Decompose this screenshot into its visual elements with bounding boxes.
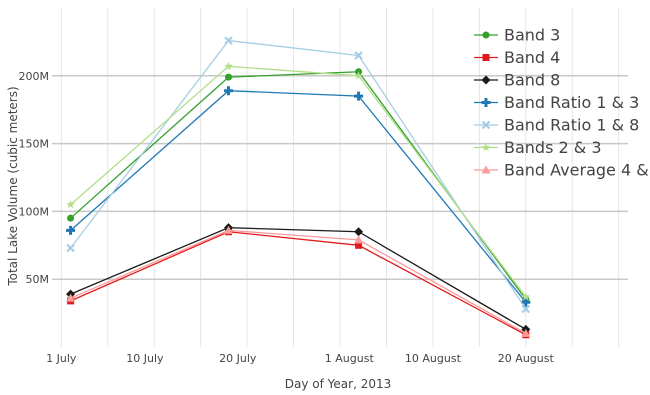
x-tick-label: 20 July — [219, 352, 257, 365]
legend-item[interactable]: Bands 2 & 3 — [474, 138, 602, 157]
y-tick-label: 150M — [19, 138, 50, 151]
x-tick-label: 10 July — [126, 352, 164, 365]
series-band-3 — [67, 68, 529, 303]
legend-item[interactable]: Band Ratio 1 & 8 — [474, 116, 639, 135]
legend-label: Bands 2 & 3 — [504, 138, 602, 157]
series-bands-2-3 — [66, 62, 530, 301]
series-band-ratio-1-3 — [66, 86, 530, 307]
x-tick-label: 1 August — [325, 352, 375, 365]
series-band-ratio-1-8 — [67, 37, 529, 312]
axes: 50M 100M 150M 200M 1 July 10 July 20 July 1 Aug… — [19, 70, 555, 365]
data-point[interactable] — [354, 227, 363, 236]
legend-swatch-marker — [483, 54, 490, 61]
legend-swatch-marker — [482, 98, 491, 107]
series-band-average-4-8 — [66, 226, 530, 337]
legend-item[interactable]: Band 4 — [474, 48, 560, 67]
y-tick-label: 100M — [19, 205, 50, 218]
legend-label: Band Ratio 1 & 3 — [504, 93, 639, 112]
legend-swatch-marker — [483, 32, 490, 39]
y-axis-title: Total Lake Volume (cubic meters) — [6, 86, 20, 286]
x-tick-label: 20 August — [498, 352, 555, 365]
x-tick-label: 1 July — [46, 352, 77, 365]
legend-label: Band 3 — [504, 26, 560, 45]
legend-label: Band Average 4 & 8 — [504, 161, 650, 180]
legend-label: Band 4 — [504, 48, 560, 67]
series-band-4 — [67, 228, 529, 338]
legend-label: Band Ratio 1 & 8 — [504, 116, 639, 135]
data-point[interactable] — [67, 215, 74, 222]
y-tick-label: 200M — [19, 70, 50, 83]
x-axis-title: Day of Year, 2013 — [285, 377, 391, 391]
series-line[interactable] — [71, 232, 526, 335]
legend-item[interactable]: Band 8 — [474, 71, 560, 90]
y-tick-label: 50M — [26, 273, 50, 286]
data-point[interactable] — [67, 245, 74, 252]
legend-item[interactable]: Band Ratio 1 & 3 — [474, 93, 639, 112]
series — [66, 37, 530, 338]
legend-item[interactable]: Band 3 — [474, 26, 560, 45]
x-tick-label: 10 August — [405, 352, 462, 365]
series-line[interactable] — [71, 230, 526, 333]
data-point[interactable] — [225, 74, 232, 81]
legend-swatch-marker — [482, 76, 491, 85]
legend[interactable]: Band 3 Band 4 Band 8 Band Ratio 1 & 3 Band R… — [474, 26, 650, 180]
series-line[interactable] — [71, 66, 526, 297]
legend-item[interactable]: Band Average 4 & 8 — [474, 161, 650, 180]
legend-label: Band 8 — [504, 71, 560, 90]
